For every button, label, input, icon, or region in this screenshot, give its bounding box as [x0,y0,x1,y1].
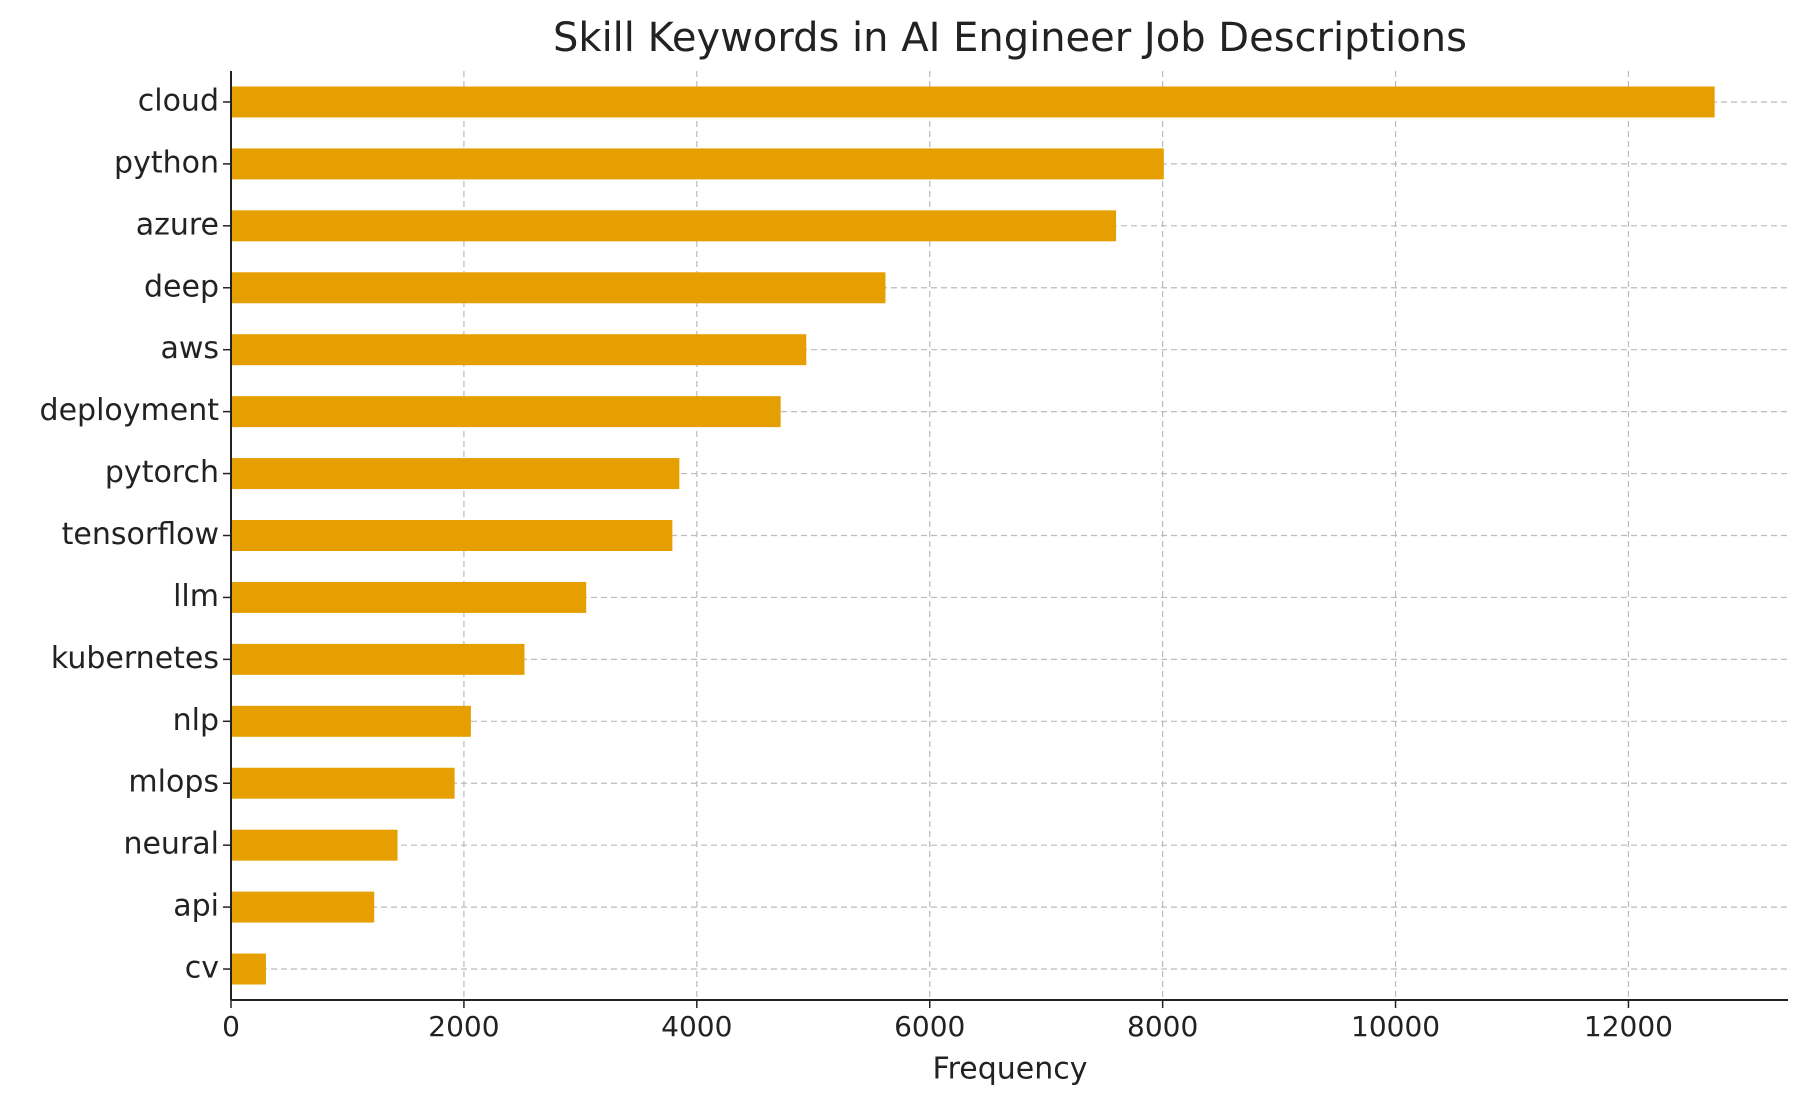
bar [231,705,471,737]
y-tick-label: deep [144,269,219,304]
x-axis-label: Frequency [933,1052,1088,1087]
x-tick-label: 8000 [1127,1010,1198,1043]
bar [231,334,807,366]
chart-title: Skill Keywords in AI Engineer Job Descri… [553,15,1467,61]
bar [231,953,266,985]
bar [231,767,455,799]
y-tick-label: tensorflow [62,517,219,552]
y-tick-label: azure [136,207,219,242]
bar [231,581,587,613]
y-tick-label: deployment [40,393,220,428]
bar [231,643,525,675]
x-tick-label: 10000 [1351,1010,1440,1043]
x-tick-label: 4000 [661,1010,732,1043]
bar [231,148,1164,180]
y-tick-label: aws [160,331,219,366]
bar [231,520,673,551]
x-tick-label: 6000 [894,1010,965,1043]
x-tick-label: 12000 [1584,1010,1673,1043]
y-tick-label: python [114,145,219,180]
bar [231,86,1715,118]
bar [231,272,886,304]
bar [231,829,398,861]
y-tick-label: neural [123,827,219,862]
y-tick-label: nlp [173,703,219,738]
bar [231,396,781,428]
x-tick-label: 2000 [428,1010,499,1043]
y-tick-label: llm [173,579,219,614]
y-tick-label: cv [185,951,219,986]
y-tick-label: cloud [138,83,219,118]
y-tick-label: mlops [128,765,219,800]
y-tick-label: api [173,889,219,924]
y-tick-label: pytorch [105,455,219,490]
bar [231,210,1117,242]
bar [231,891,375,923]
x-tick-label: 0 [222,1010,240,1043]
y-tick-label: kubernetes [51,641,219,676]
bar [231,458,680,490]
